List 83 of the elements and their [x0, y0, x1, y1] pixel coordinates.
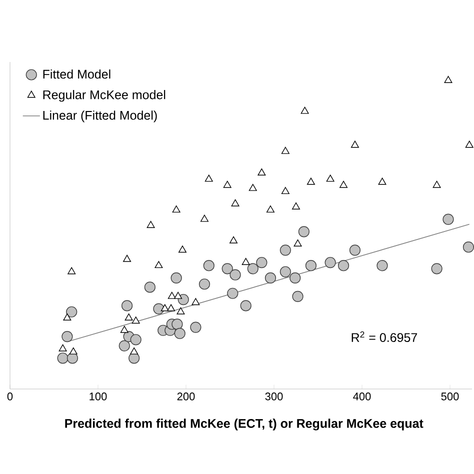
point — [204, 174, 213, 182]
point — [146, 220, 155, 228]
point — [349, 244, 361, 256]
point — [170, 272, 182, 284]
point — [174, 328, 186, 340]
point — [326, 174, 334, 182]
point — [230, 236, 238, 244]
point — [281, 146, 290, 154]
point — [305, 260, 317, 272]
point — [290, 272, 301, 284]
point — [306, 178, 315, 185]
point — [223, 180, 232, 188]
point — [431, 263, 442, 274]
point — [338, 260, 350, 272]
x-tick-label: 0 — [7, 392, 13, 400]
point — [298, 226, 310, 238]
point — [144, 282, 156, 293]
point — [378, 178, 386, 185]
point — [266, 206, 274, 213]
point — [154, 261, 163, 268]
point — [231, 199, 240, 206]
point — [200, 214, 208, 222]
point — [227, 288, 238, 299]
point — [350, 140, 359, 148]
point — [280, 266, 291, 278]
point — [168, 292, 176, 299]
point — [62, 331, 73, 342]
point — [124, 314, 133, 320]
point — [172, 206, 180, 213]
point — [230, 269, 241, 280]
x-tick-label: 400 — [353, 392, 371, 400]
point — [58, 344, 67, 352]
point — [153, 303, 164, 314]
x-tick-label: 500 — [441, 392, 459, 400]
annotation: R$^{2}$ = 0.6957 — [352, 331, 418, 342]
point — [178, 246, 186, 253]
point — [68, 267, 76, 274]
point — [121, 300, 133, 312]
point — [442, 214, 454, 225]
legend-label: Linear (Fitted Model) — [43, 110, 157, 122]
point — [444, 76, 452, 83]
point — [376, 260, 388, 272]
point — [120, 326, 128, 333]
point — [256, 256, 268, 268]
point — [198, 278, 210, 290]
point — [130, 347, 138, 354]
point — [66, 306, 78, 318]
x-tick-label: 100 — [90, 392, 107, 400]
point — [324, 256, 336, 268]
point — [172, 318, 183, 330]
legend-label: Regular McKee model — [43, 90, 166, 102]
x-tick-label: 200 — [177, 392, 195, 400]
point — [292, 290, 304, 302]
point — [294, 239, 302, 246]
point — [63, 314, 72, 320]
point — [432, 180, 441, 188]
point — [167, 304, 176, 312]
point — [118, 340, 130, 352]
point — [242, 258, 250, 265]
point — [300, 106, 309, 114]
point — [240, 300, 252, 312]
x-tick-label: 300 — [265, 392, 283, 400]
point — [192, 298, 200, 306]
point — [258, 168, 266, 176]
x-axis-title: Predicted from fitted McKee (ECT, t) or Regular McKee equat — [65, 418, 424, 430]
point — [281, 187, 290, 194]
point — [292, 202, 300, 210]
point — [176, 307, 185, 314]
point — [247, 263, 258, 274]
point — [203, 260, 214, 272]
legend-label: Fitted Model — [43, 69, 110, 79]
point — [280, 244, 291, 256]
point — [190, 322, 202, 333]
point — [130, 334, 142, 346]
point — [264, 272, 276, 284]
point — [174, 292, 182, 299]
point — [222, 263, 233, 274]
point — [69, 347, 78, 354]
point — [123, 254, 132, 262]
point — [340, 180, 348, 188]
point — [248, 184, 257, 191]
point — [57, 352, 68, 364]
point — [132, 316, 140, 324]
